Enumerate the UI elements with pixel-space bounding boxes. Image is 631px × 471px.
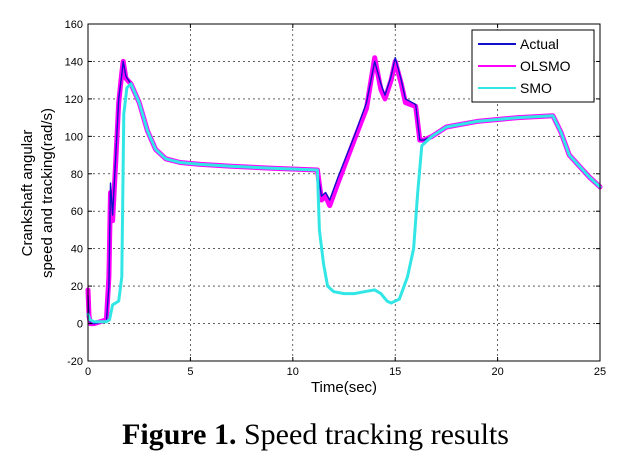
y-tick-label: 120 <box>65 94 83 106</box>
legend: Actual OLSMO SMO <box>471 29 595 103</box>
y-tick-label: 0 <box>77 319 83 331</box>
y-tick-label: 80 <box>71 169 83 181</box>
x-tick-label: 25 <box>594 366 606 378</box>
x-axis-title: Time(sec) <box>311 379 377 396</box>
x-tick-label: 0 <box>85 366 91 378</box>
y-tick-label: 60 <box>71 206 83 218</box>
y-tick-label: 20 <box>71 281 83 293</box>
data-series <box>85 55 603 327</box>
y-axis-title-line-2: speed and tracking(rad/s) <box>39 108 56 278</box>
series-line-smo <box>86 82 602 324</box>
plot-frame <box>87 23 601 362</box>
y-axis-title-line-1: Crankshaft angular <box>19 130 36 257</box>
figure-caption-text: Speed tracking results <box>236 418 509 451</box>
x-tick-label: 15 <box>389 366 401 378</box>
figure-caption: Figure 1. Speed tracking results <box>0 418 631 452</box>
y-tick-label: 40 <box>71 244 83 256</box>
y-tick-label: -20 <box>67 356 83 368</box>
legend-label-olsmo: OLSMO <box>520 58 571 74</box>
y-tick-label: 100 <box>65 131 83 143</box>
legend-label-actual: Actual <box>520 36 559 52</box>
x-tick-label: 5 <box>187 366 193 378</box>
y-tick-label: 160 <box>65 19 83 31</box>
y-tick-label: 140 <box>65 56 83 68</box>
figure-label: Figure 1. <box>122 418 237 451</box>
x-tick-label: 10 <box>287 366 299 378</box>
legend-label-smo: SMO <box>520 80 552 96</box>
x-tick-label: 20 <box>491 366 503 378</box>
